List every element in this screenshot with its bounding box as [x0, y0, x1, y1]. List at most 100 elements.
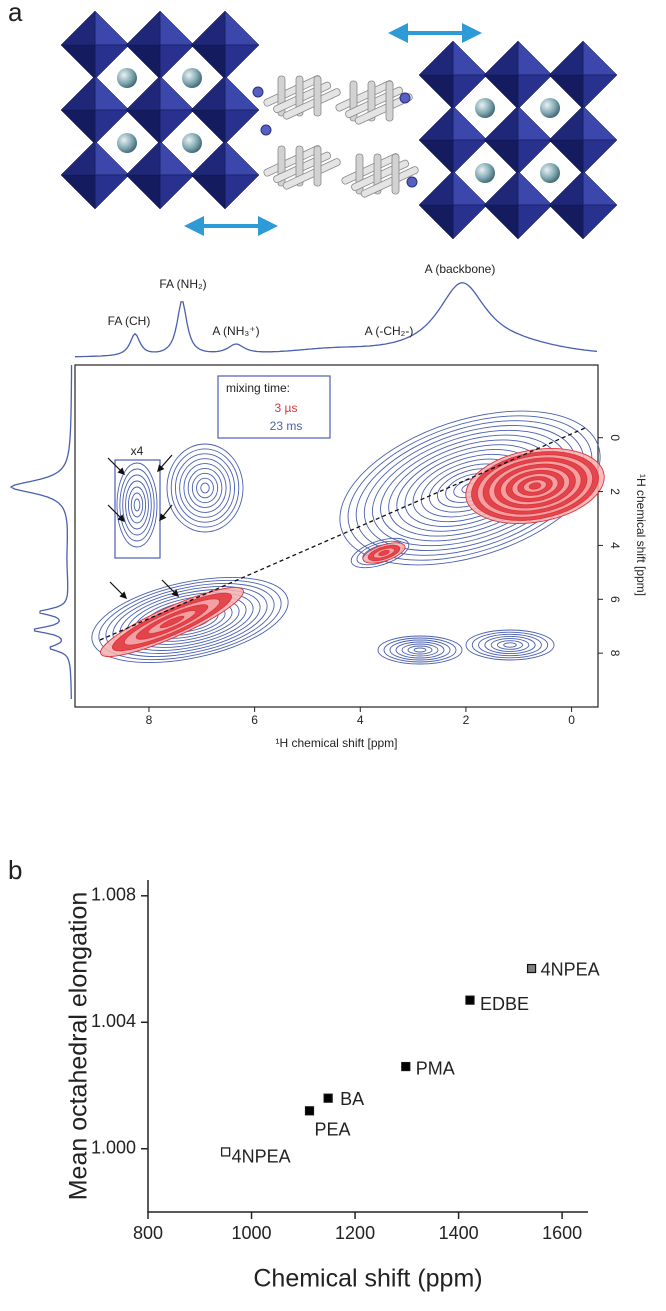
octahedron-face [582, 40, 618, 76]
contour [339, 410, 601, 566]
contour [127, 486, 147, 524]
contour [159, 615, 185, 629]
contour [503, 642, 517, 648]
structure-illustration [60, 10, 618, 240]
peak-annotation: FA (CH) [108, 314, 151, 328]
legend-entry: 3 µs [275, 401, 298, 415]
pointer-arrow [107, 457, 126, 476]
octahedron-face [418, 40, 454, 76]
contour [98, 580, 282, 660]
plot-frame [74, 364, 599, 708]
contour [378, 549, 390, 557]
octahedron-face [224, 44, 260, 80]
molecule-bond [391, 153, 400, 195]
inset-label: x4 [131, 444, 144, 458]
legend-box [217, 375, 331, 439]
contour [166, 443, 244, 533]
y-tick-label: 6 [608, 596, 622, 603]
x-tick-label: 4 [357, 713, 364, 727]
point-label: BA [340, 1089, 364, 1109]
octahedron-face [483, 204, 519, 240]
octahedron-face [548, 105, 584, 141]
contour [413, 647, 427, 653]
nitrogen [252, 86, 264, 98]
y-axis-title: ¹H chemical shift [ppm] [634, 474, 648, 596]
cation [540, 163, 560, 183]
x-axis-title: ¹H chemical shift [ppm] [275, 736, 397, 750]
octahedron-face [452, 40, 488, 76]
x-tick-label: 2 [463, 713, 470, 727]
diagonal [99, 427, 586, 641]
molecule-bond [313, 75, 322, 117]
octahedron-face [125, 140, 161, 176]
x-tick-label: 1000 [232, 1223, 272, 1243]
contour [112, 586, 268, 654]
contour [170, 448, 240, 528]
contour [383, 637, 457, 663]
x-tick-label: 0 [568, 713, 575, 727]
cation [117, 133, 137, 153]
peak-annotation: A (-CH₂-) [365, 324, 414, 338]
contour [179, 458, 231, 518]
octahedron-face [60, 109, 96, 145]
point-label: PEA [315, 1120, 351, 1140]
x-tick-label: 1600 [542, 1223, 582, 1243]
pointer-arrow [107, 504, 126, 523]
octahedron-face [125, 174, 161, 210]
peak-annotation: A (NH₃⁺) [212, 324, 259, 338]
x-tick-label: 6 [251, 713, 258, 727]
point [401, 1061, 411, 1072]
contour [130, 492, 144, 518]
cation [475, 98, 495, 118]
contour [105, 583, 275, 657]
projection-left [9, 364, 73, 699]
contour [490, 638, 530, 652]
octahedron-face [190, 140, 226, 176]
octahedron-face [483, 105, 519, 141]
contour [528, 482, 542, 490]
octahedron-face [60, 174, 96, 210]
octahedron-face [224, 174, 260, 210]
y-axis-title: Mean octahedral elongation [65, 892, 93, 1201]
octahedron-face [582, 170, 618, 206]
x-tick-label: 8 [146, 713, 153, 727]
y-tick-label: 1.004 [91, 1011, 136, 1031]
octahedron-face [517, 40, 553, 76]
contour [347, 415, 593, 561]
peak-annotation: FA (NH₂) [159, 277, 206, 291]
octahedron-face [125, 75, 161, 111]
octahedron-face [418, 105, 454, 141]
molecule-bond [360, 166, 419, 198]
contour [350, 537, 410, 569]
octahedron-face [483, 40, 519, 76]
x-tick-label: 1400 [439, 1223, 479, 1243]
octahedron-face [60, 75, 96, 111]
octahedron-face [548, 170, 584, 206]
pointer-arrow [109, 581, 128, 600]
cation [475, 163, 495, 183]
point [465, 995, 475, 1005]
octahedron-face [224, 140, 260, 176]
contour [355, 420, 585, 556]
legend-entry: 23 ms [270, 419, 303, 433]
point [323, 1093, 333, 1103]
point [526, 963, 537, 974]
axes [147, 880, 588, 1213]
octahedron-face [224, 10, 260, 46]
octahedron-face [60, 44, 96, 80]
nitrogen [260, 124, 272, 136]
contour [116, 462, 158, 548]
y-tick-label: 1.000 [91, 1138, 136, 1158]
octahedron-face [418, 204, 454, 240]
molecule-bond [313, 145, 322, 187]
octahedron-face [548, 204, 584, 240]
x-tick-label: 1200 [335, 1223, 375, 1243]
octahedron-face [548, 40, 584, 76]
contour [401, 643, 439, 657]
contour [133, 498, 141, 512]
cation [540, 98, 560, 118]
y-tick-label: 8 [608, 650, 622, 657]
point-label: 4NPEA [232, 1147, 291, 1167]
y-tick-label: 2 [608, 488, 622, 495]
contour [125, 480, 149, 530]
